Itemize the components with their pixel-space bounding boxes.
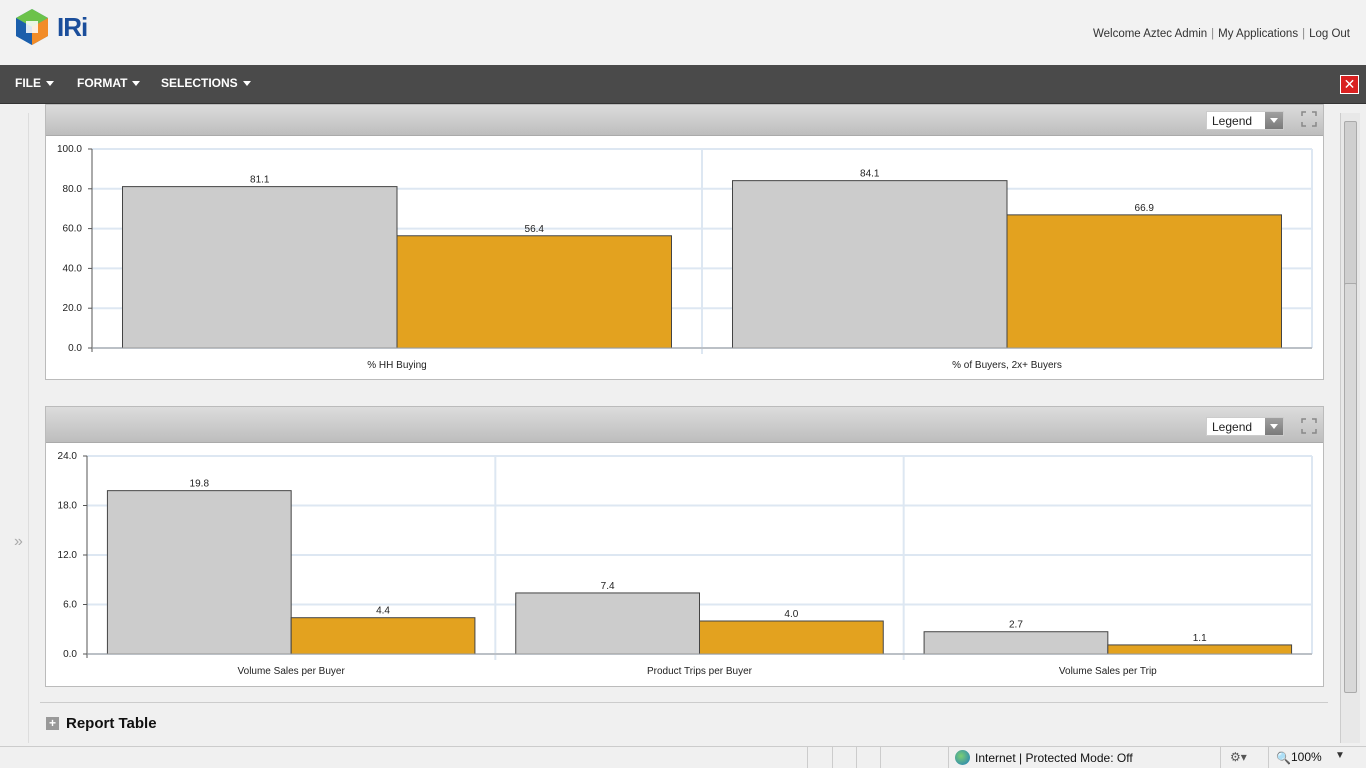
welcome-text: Welcome Aztec Admin (1092, 28, 1208, 40)
menu-selections-label: SELECTIONS (161, 76, 238, 90)
scrollbar-thumb[interactable] (1344, 283, 1357, 693)
my-applications-link[interactable]: My Applications (1218, 28, 1299, 40)
chart-top: 0.0 20.0 40.0 60.0 80.0 100.0 81.1 56.4 % HH Buy… (57, 144, 1313, 371)
y-tick-label: 6.0 (63, 600, 77, 611)
y-tick-label: 12.0 (58, 550, 78, 561)
security-zone-text: Internet | Protected Mode: Off (975, 751, 1133, 765)
x-tick-label: % of Buyers, 2x+ Buyers (952, 360, 1062, 371)
legend-dropdown-label: Legend (1212, 420, 1253, 434)
chevron-down-icon (132, 81, 141, 87)
bar (106, 490, 292, 655)
report-table-toggle[interactable]: + Report Table (46, 715, 157, 732)
bar (396, 235, 672, 349)
legend-dropdown[interactable]: Legend (1206, 111, 1284, 130)
y-tick-label: 40.0 (63, 263, 83, 274)
nav-separator: | (1211, 28, 1215, 40)
left-rail: » (5, 113, 29, 743)
menu-format[interactable]: FORMAT (77, 76, 141, 90)
x-tick-label: Product Trips per Buyer (647, 666, 753, 677)
status-segment (856, 747, 857, 768)
bar (732, 180, 1008, 349)
data-label: 56.4 (525, 224, 545, 235)
section-divider (40, 702, 1328, 703)
menu-bar: FILE FORMAT SELECTIONS ✕ (0, 65, 1366, 104)
protected-mode-icon[interactable]: ⚙▾ (1230, 750, 1247, 764)
data-label: 81.1 (250, 175, 270, 186)
panel-header (46, 105, 1323, 136)
menu-file-label: FILE (15, 76, 41, 90)
data-label: 2.7 (1009, 620, 1023, 631)
menu-selections[interactable]: SELECTIONS (161, 76, 251, 90)
y-tick-label: 100.0 (57, 144, 82, 155)
close-button[interactable]: ✕ (1340, 75, 1359, 94)
status-segment (880, 747, 881, 768)
bar (515, 592, 700, 655)
chevron-down-icon (242, 81, 251, 87)
y-tick-label: 60.0 (63, 224, 83, 235)
vertical-scrollbar[interactable] (1340, 113, 1360, 743)
panel-header (46, 407, 1323, 443)
maximize-icon[interactable] (1301, 418, 1317, 434)
expand-rail-icon[interactable]: » (14, 533, 23, 550)
status-segment (948, 747, 949, 768)
y-tick-label: 80.0 (63, 184, 83, 195)
data-label: 19.8 (190, 479, 210, 490)
brand-name: IRi (57, 12, 88, 42)
y-tick-label: 0.0 (68, 343, 82, 354)
globe-icon (955, 750, 970, 765)
data-label: 4.0 (784, 609, 798, 620)
data-label: 7.4 (601, 581, 615, 592)
chevron-down-icon (1265, 112, 1283, 129)
chart-panel-bottom: Legend 0.0 6.0 12.0 18.0 24.0 19.8 4.4 Volume S… (45, 406, 1324, 687)
chevron-down-icon[interactable]: ▼ (1335, 750, 1345, 761)
bar (923, 631, 1109, 655)
status-segment (807, 747, 808, 768)
legend-dropdown[interactable]: Legend (1206, 417, 1284, 436)
browser-status-bar: Internet | Protected Mode: Off ⚙▾ 🔍 100%… (0, 746, 1366, 768)
x-tick-label: Volume Sales per Trip (1059, 666, 1157, 677)
bar (699, 620, 884, 655)
menu-file[interactable]: FILE (15, 76, 54, 90)
iri-logo-icon (16, 9, 48, 45)
zoom-icon: 🔍 (1276, 751, 1291, 765)
menu-format-label: FORMAT (77, 76, 128, 90)
data-label: 66.9 (1135, 203, 1155, 214)
close-icon: ✕ (1343, 76, 1356, 92)
bar (1006, 214, 1282, 349)
y-tick-label: 20.0 (63, 303, 83, 314)
status-segment (1268, 747, 1269, 768)
y-tick-label: 0.0 (63, 649, 77, 660)
data-label: 84.1 (860, 169, 880, 180)
expand-plus-icon: + (46, 717, 59, 730)
data-label: 1.1 (1193, 633, 1207, 644)
scrollbar-track-upper (1344, 121, 1357, 286)
nav-separator: | (1302, 28, 1306, 40)
chart-panel-top: Legend 0.0 20.0 40.0 60.0 80.0 100.0 81.1 56.4%… (45, 104, 1324, 380)
chevron-down-icon (1265, 418, 1283, 435)
status-segment (832, 747, 833, 768)
bar (122, 186, 398, 349)
y-tick-label: 18.0 (58, 501, 78, 512)
user-nav: Welcome Aztec Admin | My Applications | Log … (1089, 28, 1354, 40)
logout-link[interactable]: Log Out (1309, 28, 1350, 40)
x-tick-label: % HH Buying (367, 360, 426, 371)
y-tick-label: 24.0 (58, 451, 78, 462)
status-segment (1220, 747, 1221, 768)
legend-dropdown-label: Legend (1212, 114, 1253, 128)
zoom-level[interactable]: 100% (1291, 750, 1322, 764)
app-header: IRi Welcome Aztec Admin | My Applications |… (0, 0, 1366, 65)
bar (1107, 644, 1293, 655)
maximize-icon[interactable] (1301, 111, 1317, 127)
report-table-label: Report Table (66, 715, 157, 732)
chart-bottom: 0.0 6.0 12.0 18.0 24.0 19.8 4.4 Volume Sales pe… (58, 451, 1313, 677)
data-label: 4.4 (376, 606, 390, 617)
bar (290, 617, 476, 655)
x-tick-label: Volume Sales per Buyer (238, 666, 346, 677)
chevron-down-icon (46, 81, 54, 87)
